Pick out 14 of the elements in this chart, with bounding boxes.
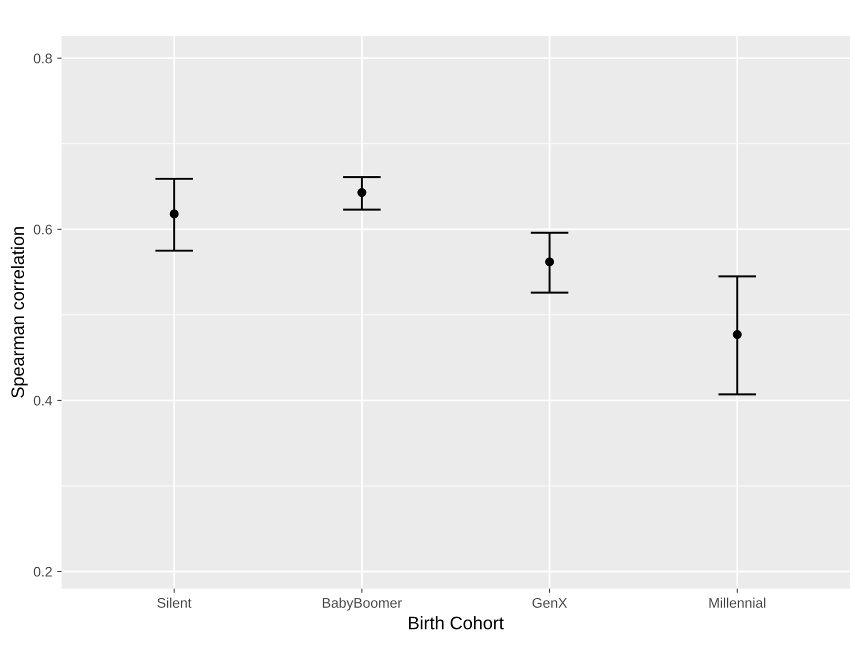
point — [170, 209, 179, 218]
x-tick-label: GenX — [532, 598, 568, 608]
y-axis-title: Spearman correlation — [10, 227, 28, 398]
x-axis-title: Birth Cohort — [409, 616, 504, 630]
point — [545, 257, 554, 266]
x-tick-label: BabyBoomer — [322, 598, 402, 611]
x-tick-label: Millennial — [709, 598, 766, 608]
y-tick-label: 0.4 — [34, 396, 52, 406]
point — [357, 188, 366, 198]
y-tick-label: 0.2 — [34, 566, 52, 577]
y-tick-label: 0.6 — [34, 224, 52, 234]
y-tick-label: 0.8 — [34, 54, 52, 64]
x-tick-label: Silent — [157, 598, 192, 608]
point — [732, 330, 742, 340]
